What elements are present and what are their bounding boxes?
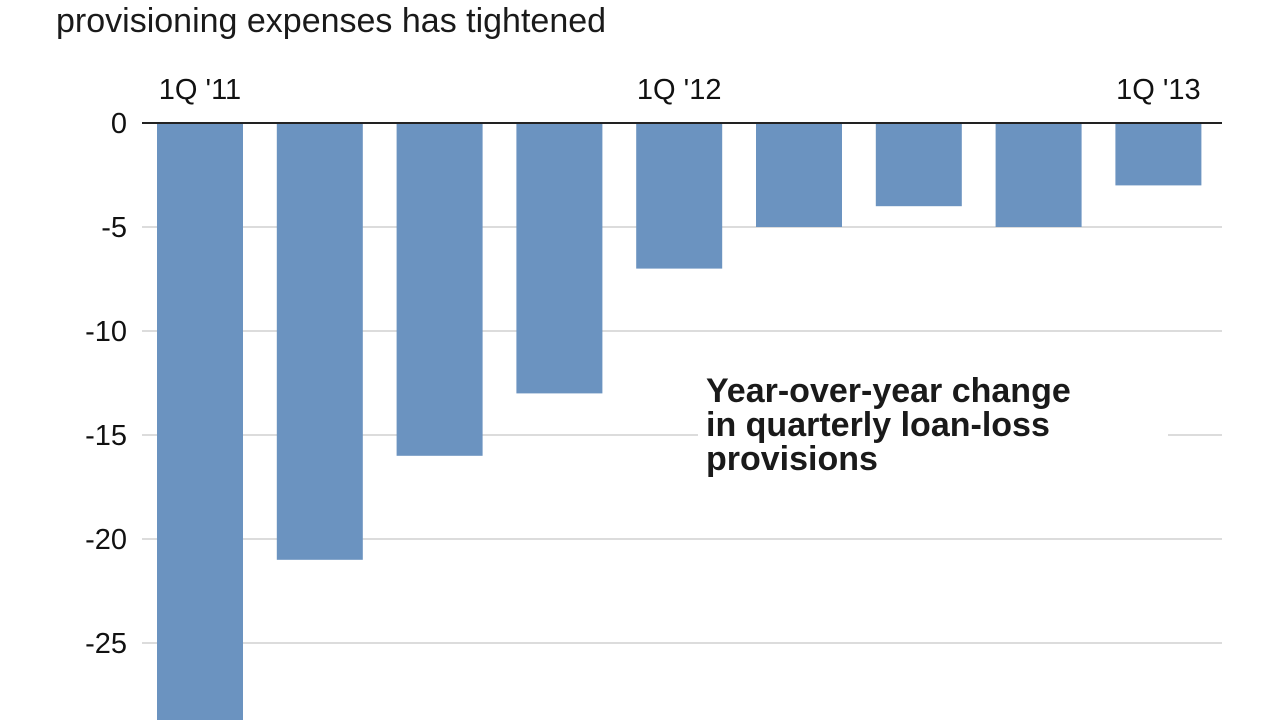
bar: [875, 123, 962, 207]
y-tick-label: -20: [85, 524, 127, 556]
y-tick-labels: 0 -5 -10 -15 -20 -25: [85, 108, 127, 660]
y-tick-label: -15: [85, 420, 127, 452]
bar: [516, 123, 603, 394]
bar: [276, 123, 363, 560]
y-tick-label: -25: [85, 628, 127, 660]
bar: [157, 123, 243, 720]
category-labels: 1Q '11 1Q '12 1Q '13: [159, 74, 1201, 106]
category-label: 1Q '11: [159, 74, 241, 106]
bars-layer: [157, 123, 1202, 720]
y-tick-label: -10: [85, 316, 127, 348]
annotation-line: Year-over-year change: [706, 372, 1071, 410]
bar: [636, 123, 723, 269]
chart-title: provisioning expenses has tightened: [56, 2, 606, 40]
annotation-background: [698, 366, 1168, 494]
category-label: 1Q '12: [637, 74, 722, 106]
bar: [396, 123, 483, 456]
annotation-line: in quarterly loan-loss: [706, 406, 1050, 444]
bar: [995, 123, 1082, 227]
y-tick-label: 0: [111, 108, 127, 140]
category-label: 1Q '13: [1116, 74, 1201, 106]
y-tick-label: -5: [101, 212, 127, 244]
bar: [756, 123, 842, 227]
bar: [1115, 123, 1202, 186]
annotation-line: provisions: [706, 440, 878, 478]
